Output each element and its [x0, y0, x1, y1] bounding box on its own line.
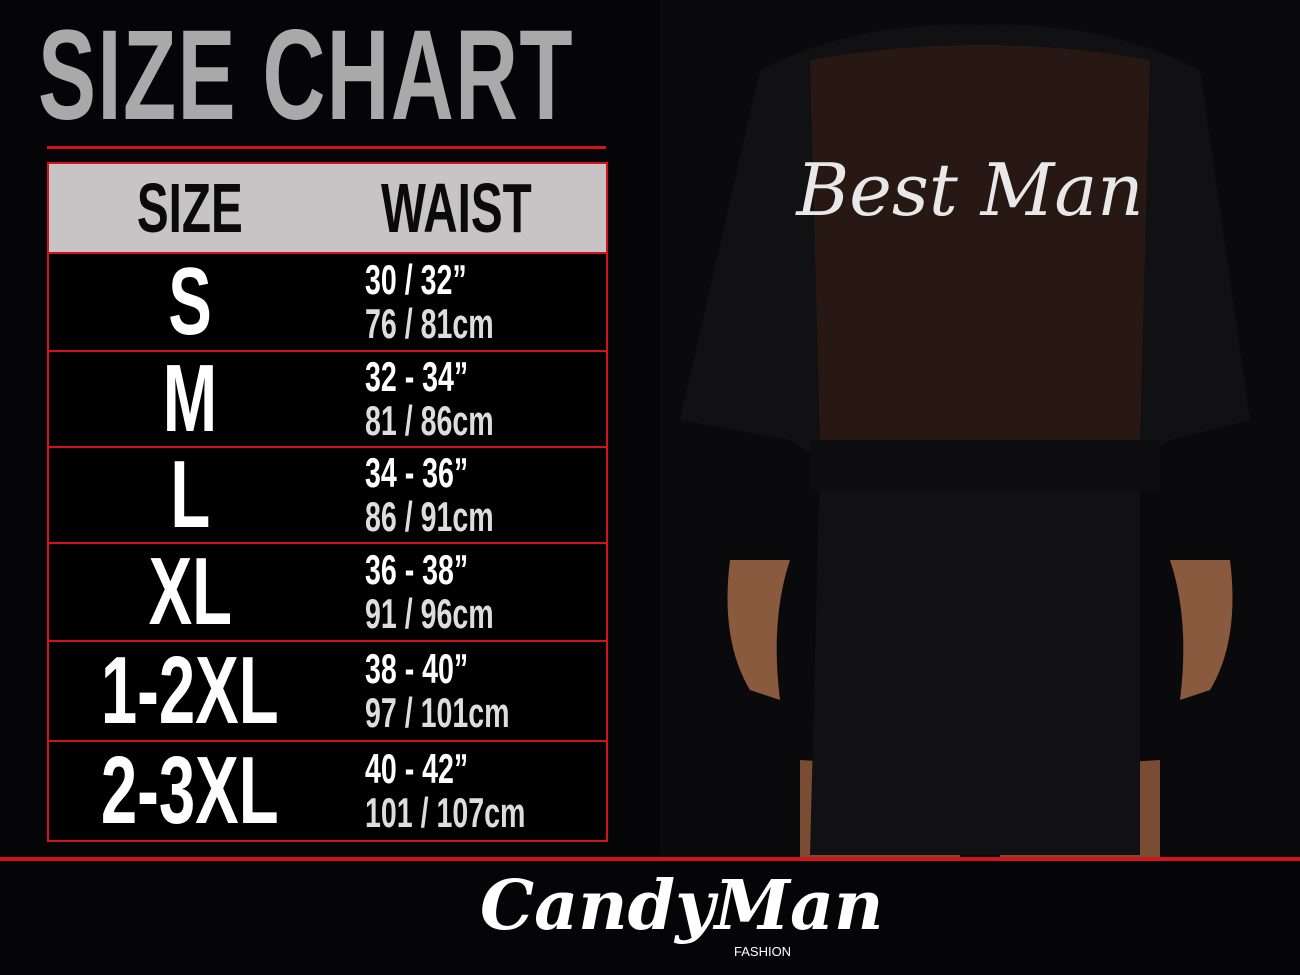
header-size-text: SIZE: [137, 169, 243, 247]
header-waist-text: WAIST: [381, 169, 532, 247]
size-label: M: [162, 345, 218, 452]
footer-divider: [0, 857, 1300, 861]
waist-cm: 97 / 101cm: [365, 689, 510, 736]
waist-cell: 32 - 34” 81 / 86cm: [331, 355, 606, 443]
page-title: SIZE CHART: [38, 12, 826, 140]
waist-inches: 40 - 42”: [365, 745, 469, 792]
size-label: 1-2XL: [101, 637, 279, 744]
logo-sub: FASHION: [734, 944, 792, 959]
table-row: M 32 - 34” 81 / 86cm: [49, 351, 606, 448]
waist-cm: 81 / 86cm: [365, 397, 494, 444]
size-cell: 2-3XL: [49, 743, 331, 839]
waist-cell: 40 - 42” 101 / 107cm: [331, 747, 606, 835]
belt: [810, 440, 1160, 490]
right-arm: [1170, 560, 1233, 700]
waist-inches: 38 - 40”: [365, 645, 469, 692]
waist-cell: 36 - 38” 91 / 96cm: [331, 548, 606, 636]
header-waist: WAIST: [331, 168, 606, 248]
size-label: XL: [148, 538, 232, 645]
table-row: 1-2XL 38 - 40” 97 / 101cm: [49, 642, 606, 742]
size-table: SIZE WAIST S 30 / 32” 76 / 81cm M 32 - 34”…: [47, 162, 608, 842]
header-size: SIZE: [49, 168, 331, 248]
table-row: 2-3XL 40 - 42” 101 / 107cm: [49, 742, 606, 840]
waist-cm: 91 / 96cm: [365, 590, 494, 637]
table-header: SIZE WAIST: [49, 164, 606, 254]
size-label: L: [170, 441, 210, 548]
size-label: 2-3XL: [101, 737, 279, 844]
size-cell: S: [49, 254, 331, 350]
waist-inches: 32 - 34”: [365, 353, 469, 400]
waist-cell: 34 - 36” 86 / 91cm: [331, 451, 606, 539]
candyman-logo: CandyMan FASHION: [480, 866, 883, 966]
size-cell: L: [49, 447, 331, 543]
mesh-panel: [810, 45, 1150, 440]
product-photo: Best Man: [660, 0, 1300, 857]
table-row: XL 36 - 38” 91 / 96cm: [49, 544, 606, 642]
size-cell: XL: [49, 544, 331, 640]
waist-inches: 36 - 38”: [365, 546, 469, 593]
logo-name: CandyMan: [480, 866, 884, 946]
table-row: L 34 - 36” 86 / 91cm: [49, 447, 606, 544]
waist-cm: 101 / 107cm: [365, 789, 526, 836]
waist-cm: 86 / 91cm: [365, 493, 494, 540]
waist-inches: 34 - 36”: [365, 449, 469, 496]
size-label: S: [168, 248, 212, 355]
size-cell: M: [49, 351, 331, 447]
size-cell: 1-2XL: [49, 643, 331, 739]
table-row: S 30 / 32” 76 / 81cm: [49, 254, 606, 352]
waist-cell: 30 / 32” 76 / 81cm: [331, 258, 606, 346]
waist-inches: 30 / 32”: [365, 256, 467, 303]
waist-cm: 76 / 81cm: [365, 300, 494, 347]
best-man-print: Best Man: [794, 148, 1143, 232]
waist-cell: 38 - 40” 97 / 101cm: [331, 647, 606, 735]
title-divider: [47, 146, 606, 149]
left-arm: [727, 560, 790, 700]
title-text: SIZE CHART: [38, 4, 574, 147]
